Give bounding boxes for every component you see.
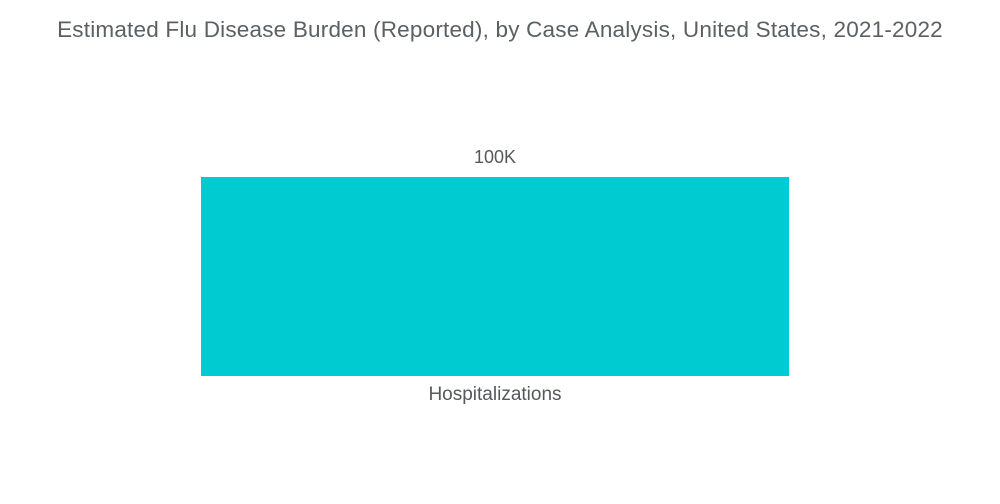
chart-title: Estimated Flu Disease Burden (Reported),… [57,17,943,42]
bar-value-label: 100K [473,147,517,167]
bar-category-label: Hospitalizations [428,384,562,405]
bar-hospitalizations[interactable] [201,177,789,376]
